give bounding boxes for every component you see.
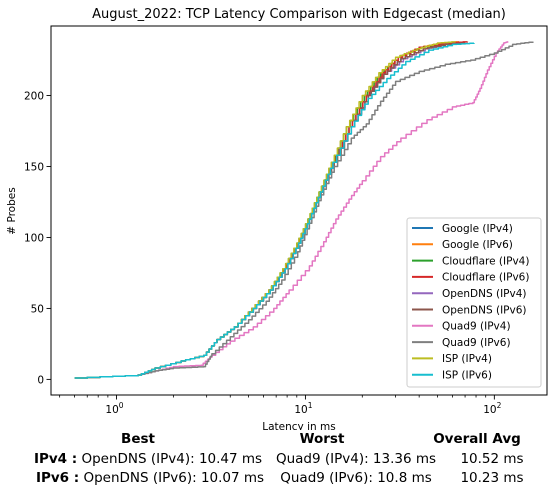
ipv4-overall-value: 10.52 ms (460, 451, 524, 467)
legend-label: Cloudflare (IPv6) (442, 272, 529, 284)
y-tick-label: 150 (24, 162, 44, 174)
ipv6-best-value: OpenDNS (IPv6): 10.07 ms (83, 470, 265, 486)
legend-label: Quad9 (IPv6) (442, 337, 511, 349)
ipv4-worst-value: Quad9 (IPv4): 13.36 ms (275, 451, 437, 467)
legend-label: ISP (IPv6) (442, 370, 492, 382)
y-tick-label: 50 (31, 303, 44, 315)
series-line-8 (74, 41, 456, 379)
x-tick-label: 100 (105, 401, 123, 416)
legend-label: Google (IPv4) (442, 223, 513, 235)
legend-label: Google (IPv6) (442, 239, 513, 251)
worst-header: Worst (299, 431, 345, 447)
chart-title: August_2022: TCP Latency Comparison with… (92, 7, 506, 22)
series-line-2 (74, 42, 464, 379)
best-header: Best (121, 431, 155, 447)
series-line-1 (74, 41, 460, 379)
summary-row-ipv4: IPv4 : OpenDNS (IPv4): 10.47 ms Quad9 (I… (0, 451, 555, 471)
summary-header-row: Best Worst Overall Avg (0, 431, 555, 451)
summary-row-ipv6-left: IPv6 : OpenDNS (IPv6): 10.07 ms (36, 470, 264, 486)
y-tick-label: 0 (37, 374, 44, 386)
y-axis-label: # Probes (6, 187, 18, 234)
ipv6-worst-value: Quad9 (IPv6): 10.8 ms (280, 470, 432, 486)
legend-label: OpenDNS (IPv4) (442, 288, 527, 300)
series-layer (74, 41, 534, 379)
summary-row-ipv4-left: IPv4 : OpenDNS (IPv4): 10.47 ms (34, 451, 262, 467)
legend-label: ISP (IPv4) (442, 353, 492, 365)
ipv6-overall-value: 10.23 ms (460, 470, 524, 486)
x-tick-label: 101 (294, 401, 312, 416)
series-line-6 (74, 41, 509, 379)
overall-avg-header: Overall Avg (433, 431, 521, 447)
summary-row-ipv6: IPv6 : OpenDNS (IPv6): 10.07 ms Quad9 (I… (0, 470, 555, 490)
y-tick-label: 200 (24, 91, 44, 103)
legend-label: Cloudflare (IPv4) (442, 255, 529, 267)
legend-label: OpenDNS (IPv6) (442, 304, 527, 316)
x-axis-label: Latency in ms (262, 421, 335, 430)
series-line-7 (74, 41, 534, 379)
legend: Google (IPv4) Google (IPv6) Cloudflare (IP… (406, 217, 542, 388)
latency-cdf-chart: August_2022: TCP Latency Comparison with… (6, 7, 548, 430)
legend-box (406, 217, 542, 388)
y-axis: 0 50 100 150 200 (24, 91, 51, 386)
y-tick-label: 100 (24, 232, 44, 244)
plot-frame (50, 25, 548, 396)
series-line-9 (74, 42, 475, 379)
ipv4-best-value: OpenDNS (IPv4): 10.47 ms (81, 451, 263, 467)
x-tick-label: 102 (483, 401, 501, 416)
legend-label: Quad9 (IPv4) (442, 321, 511, 333)
x-axis: 100 101 102 (59, 395, 502, 416)
ipv4-row-label: IPv4 : (33, 451, 78, 467)
ipv6-row-label: IPv6 : (35, 470, 80, 486)
